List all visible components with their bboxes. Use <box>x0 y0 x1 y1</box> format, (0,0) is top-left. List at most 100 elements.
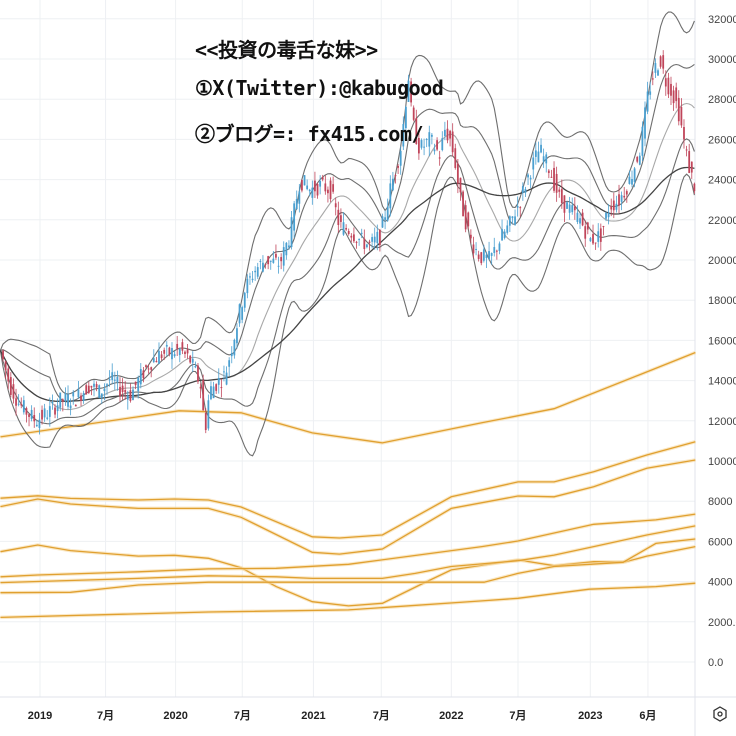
candle-body <box>467 212 470 227</box>
candle-body <box>290 217 293 248</box>
candle-body <box>272 258 275 263</box>
candle-body <box>597 231 600 242</box>
candle <box>264 263 267 269</box>
y-tick-label: 4000 <box>708 577 732 589</box>
candle <box>54 404 56 419</box>
candle-body <box>657 70 659 76</box>
candle <box>93 380 95 397</box>
candle-body <box>672 90 675 104</box>
candle <box>152 349 155 364</box>
ma-b-line <box>0 441 696 539</box>
candle-body <box>503 231 506 239</box>
candle-body <box>599 228 602 242</box>
candle <box>126 390 129 410</box>
candle <box>475 242 477 256</box>
candle-body <box>519 207 522 209</box>
candle-body <box>233 339 236 356</box>
candle <box>282 241 285 272</box>
candle-body <box>488 251 490 260</box>
candle-body <box>677 97 680 122</box>
candle <box>498 241 501 255</box>
candle <box>503 229 506 240</box>
candle-body <box>288 245 290 248</box>
candle-body <box>358 239 361 241</box>
candle <box>145 364 147 369</box>
candle <box>77 380 80 399</box>
candle-body <box>623 195 626 198</box>
candle <box>353 227 355 244</box>
candle <box>184 350 186 358</box>
candle <box>189 354 192 364</box>
candle-body <box>173 354 176 357</box>
candle-body <box>87 385 90 393</box>
candle-body <box>628 176 631 184</box>
y-tick-label: 24000 <box>708 175 736 187</box>
candle-body <box>641 126 644 156</box>
candle <box>340 208 342 228</box>
candle <box>332 176 335 194</box>
candle-body <box>589 238 592 242</box>
candle <box>355 240 358 249</box>
candle <box>35 420 38 428</box>
candle <box>397 163 399 175</box>
candle <box>319 175 322 195</box>
candle-body <box>368 241 371 243</box>
candle-body <box>412 107 415 120</box>
candle-body <box>477 254 480 259</box>
candle-body <box>150 367 153 370</box>
ma-c-line <box>0 459 696 555</box>
candle-body <box>243 292 246 308</box>
candle-body <box>267 256 270 265</box>
candle <box>178 347 181 363</box>
candle-body <box>238 304 241 324</box>
annotation-blog: ②ブログ=: fx415.com/ <box>195 122 424 146</box>
candle <box>150 366 153 378</box>
candle <box>451 123 454 157</box>
candle-body <box>4 361 7 370</box>
candle <box>38 412 41 435</box>
candle-body <box>178 348 181 356</box>
candle-body <box>298 191 301 204</box>
candle-body <box>168 347 171 355</box>
candle <box>644 101 646 147</box>
candle <box>360 228 363 239</box>
candle-body <box>586 222 589 230</box>
candle <box>659 55 662 69</box>
candle-body <box>654 63 657 73</box>
candle-body <box>397 166 399 168</box>
candle-body <box>602 226 605 228</box>
candle <box>664 70 667 96</box>
candle <box>581 208 584 227</box>
candle <box>142 367 145 383</box>
candle-body <box>38 419 41 429</box>
y-tick-label: 12000 <box>708 416 736 428</box>
candle-body <box>189 355 192 363</box>
y-tick-label: 18000 <box>708 295 736 307</box>
candle-body <box>69 405 72 409</box>
candle <box>399 146 402 175</box>
candle-body <box>638 155 641 165</box>
candle-body <box>423 146 425 148</box>
candle-body <box>2 350 4 360</box>
candle <box>191 351 194 372</box>
candle <box>547 169 550 179</box>
candle <box>12 378 15 404</box>
candle <box>64 387 67 406</box>
candle-body <box>592 234 594 244</box>
candle-body <box>366 244 368 248</box>
candle-body <box>615 203 618 210</box>
candle <box>236 323 238 349</box>
candle <box>472 236 475 259</box>
candle <box>654 58 657 78</box>
axis-settings-icon[interactable] <box>712 706 728 722</box>
candle-body <box>625 191 628 195</box>
candle <box>199 383 202 399</box>
candle <box>597 223 600 248</box>
bollinger-mid-line <box>0 102 695 411</box>
candle-body <box>64 393 67 402</box>
candle-body <box>664 78 667 87</box>
candle-body <box>85 385 88 395</box>
candle <box>586 221 589 235</box>
candle-body <box>103 388 106 392</box>
